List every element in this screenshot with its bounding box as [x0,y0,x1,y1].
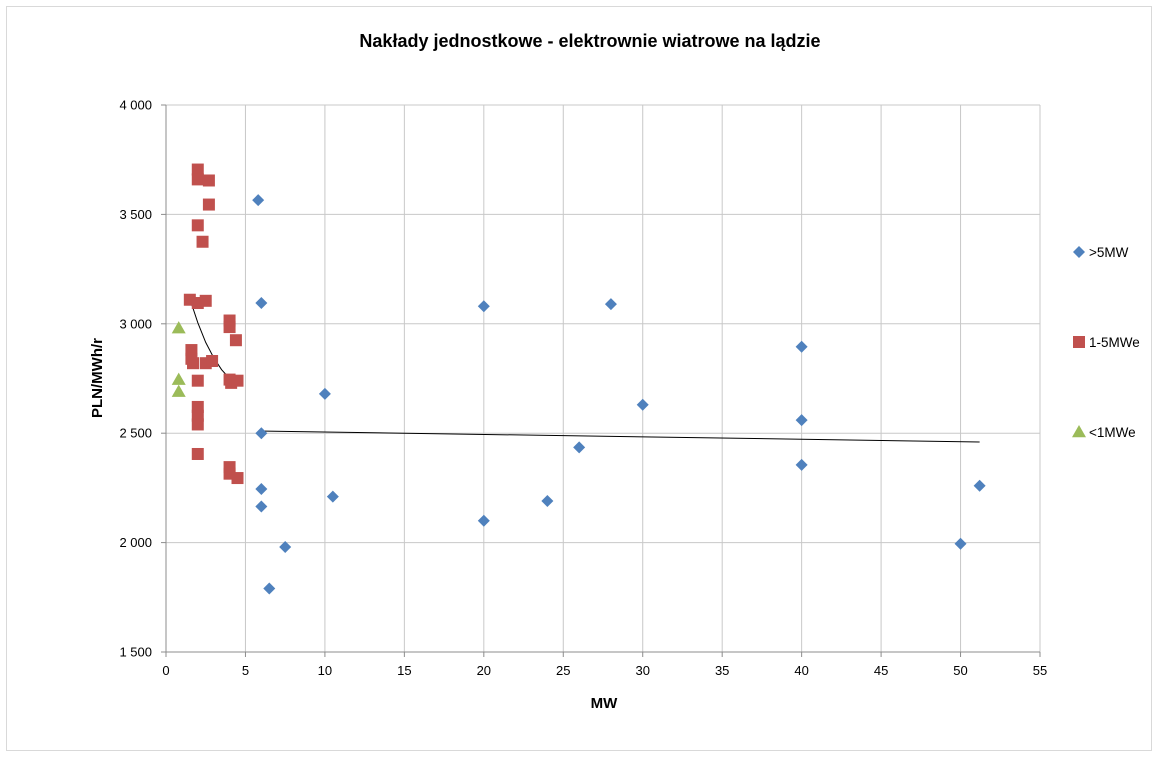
x-tick-label: 50 [953,663,967,678]
data-point [231,472,244,485]
trendline [189,298,237,385]
data-point [191,374,204,387]
axes: 0 5 10 15 20 25 30 35 40 45 50 55 1 500 2 000 2 500 3 0… [119,98,1047,679]
x-tick-label: 20 [477,663,491,678]
data-point [255,297,268,310]
x-tick-label: 0 [162,663,169,678]
legend-marker [1073,336,1085,348]
data-point [191,418,204,431]
data-point [191,219,204,232]
data-point [326,490,339,503]
data-point [255,482,268,495]
data-point [202,198,215,211]
data-point [954,537,967,550]
data-point [191,173,204,186]
y-tick-label: 3 500 [119,207,152,222]
data-point [171,321,186,334]
x-tick-label: 40 [794,663,808,678]
legend: >5MW 1-5MWe <1MWe [1072,245,1140,440]
x-tick-label: 35 [715,663,729,678]
data-point [795,340,808,353]
data-point [187,357,200,370]
y-tick-label: 1 500 [119,645,152,660]
x-tick-label: 45 [874,663,888,678]
data-point [795,458,808,471]
y-tick-label: 4 000 [119,98,152,113]
data-point [318,387,331,400]
trendline [258,430,980,443]
data-point [477,514,490,527]
data-point [263,582,276,595]
data-point [191,447,204,460]
legend-label: >5MW [1089,245,1129,260]
data-point [255,427,268,440]
x-tick-label: 15 [397,663,411,678]
y-tick-label: 3 000 [119,316,152,331]
x-tick-label: 25 [556,663,570,678]
legend-label: <1MWe [1089,425,1136,440]
data-point [229,334,242,347]
data-point [196,235,209,248]
data-point [191,163,204,176]
data-point [477,300,490,313]
data-point [795,414,808,427]
trendlines [189,298,980,443]
y-axis-title: PLN/MWh/r [89,338,106,418]
y-tick-label: 2 500 [119,426,152,441]
data-point [252,194,265,207]
x-tick-label: 5 [242,663,249,678]
data-point [223,321,236,334]
x-tick-label: 30 [635,663,649,678]
x-tick-label: 10 [318,663,332,678]
data-point [573,441,586,454]
data-point [231,374,244,387]
data-point [206,354,219,367]
data-point [171,372,186,385]
data-point [279,540,292,553]
data-point [604,298,617,311]
x-tick-label: 55 [1033,663,1047,678]
legend-marker [1072,425,1086,438]
y-tick-label: 2 000 [119,535,152,550]
grid-lines [166,104,1041,652]
chart-title: Nakłady jednostkowe - elektrownie wiatro… [359,31,820,51]
data-point [199,294,212,307]
data-point [202,174,215,187]
data-point [541,495,554,508]
data-point [636,398,649,411]
x-axis-title: MW [591,695,618,712]
data-point [255,500,268,513]
data-point [171,384,186,397]
legend-marker [1073,246,1085,258]
data-point [973,479,986,492]
legend-label: 1-5MWe [1089,335,1140,350]
data-points [171,163,986,595]
